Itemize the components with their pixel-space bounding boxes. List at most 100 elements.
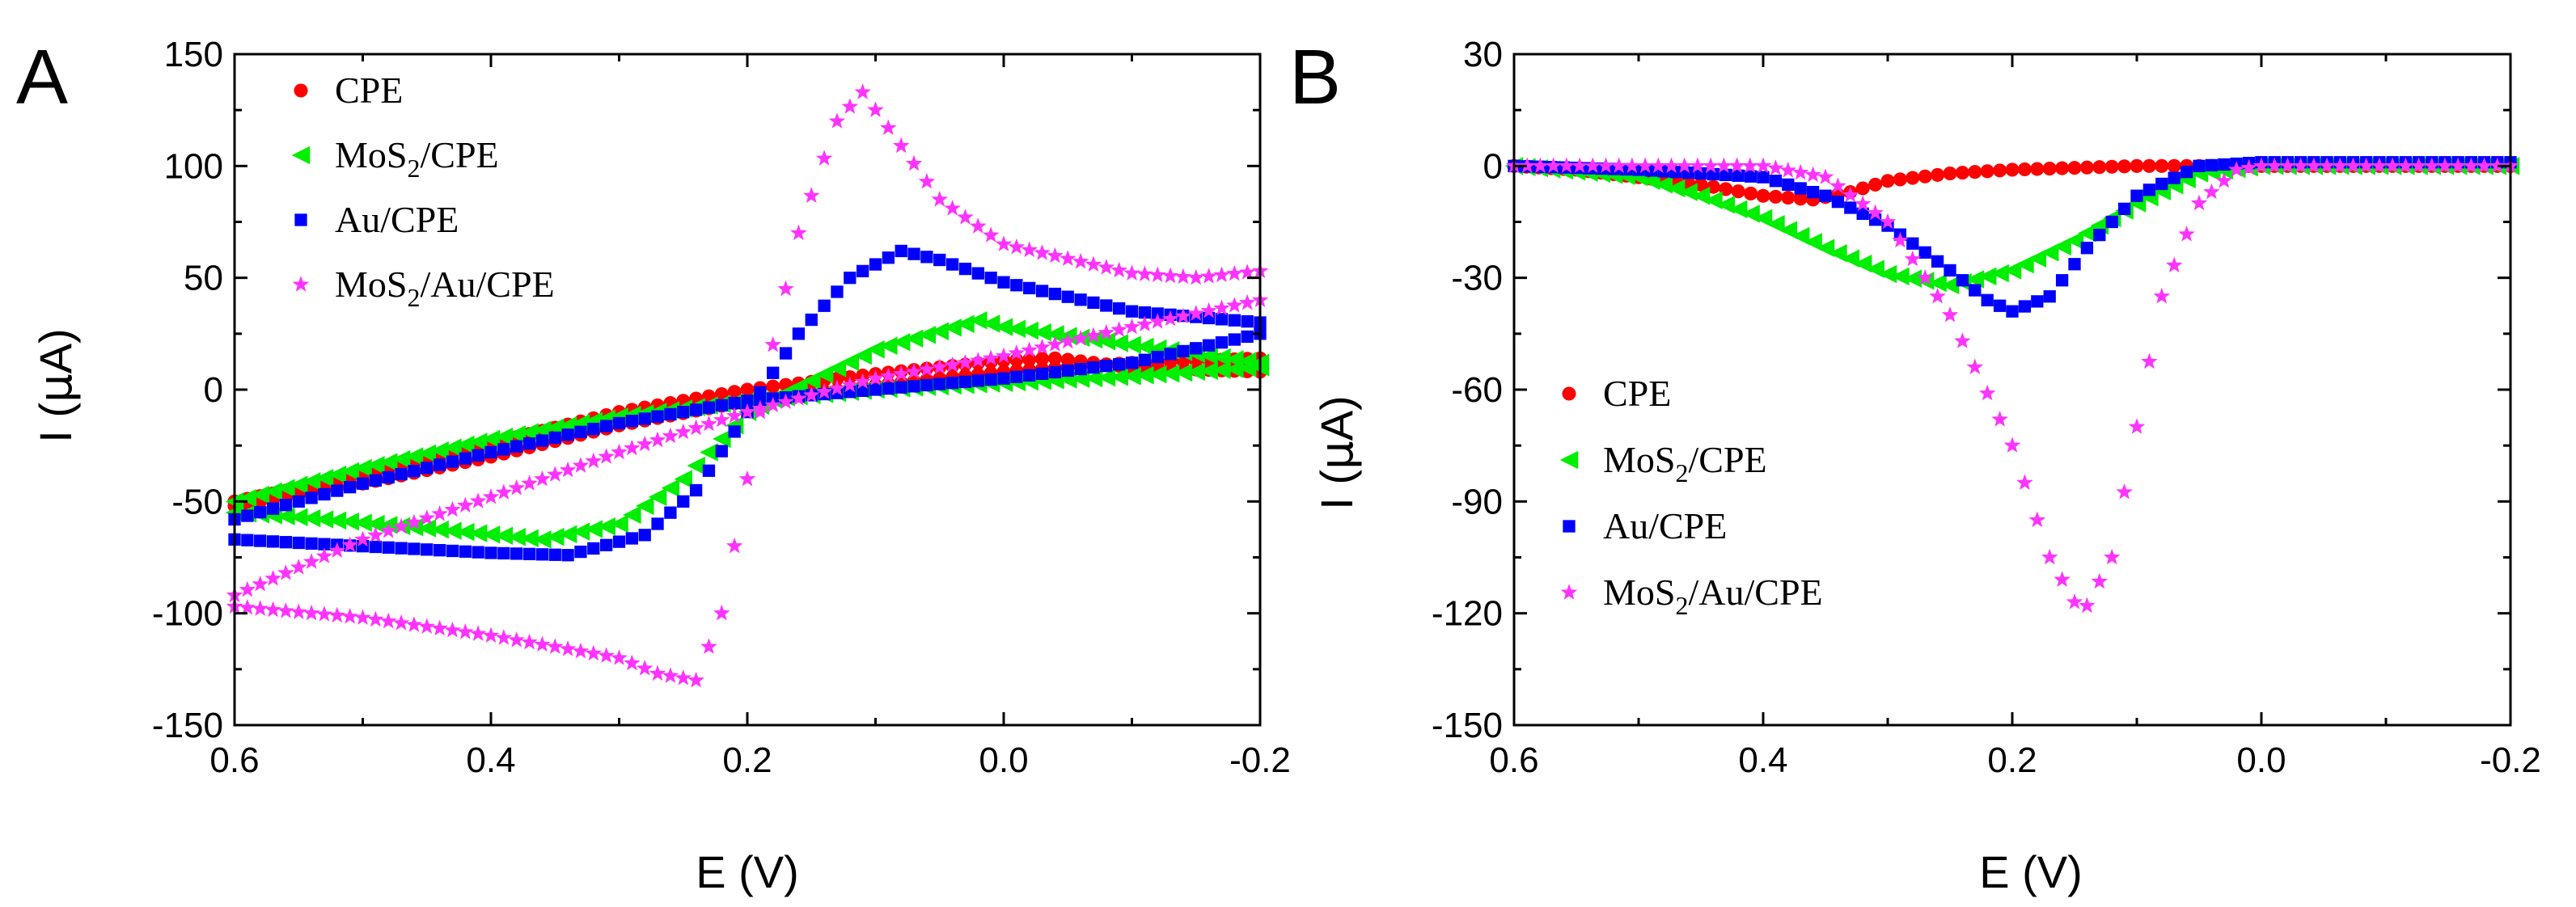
y-axis-title-part: I ( bbox=[1311, 470, 1362, 510]
panel-label: A bbox=[16, 34, 68, 120]
legend-label-part: MoS bbox=[1603, 572, 1675, 613]
data-point bbox=[264, 601, 281, 618]
data-point bbox=[239, 580, 256, 597]
data-point bbox=[241, 509, 254, 522]
data-point bbox=[1008, 344, 1026, 361]
y-tick-label: 50 bbox=[184, 259, 223, 298]
data-point bbox=[2141, 352, 2158, 369]
data-point bbox=[292, 495, 305, 508]
data-point bbox=[2079, 160, 2094, 175]
legend-label-part: MoS bbox=[335, 134, 407, 175]
data-point bbox=[404, 447, 424, 466]
data-point bbox=[585, 452, 603, 469]
data-point bbox=[444, 500, 461, 517]
data-point bbox=[561, 428, 574, 441]
data-point bbox=[1558, 157, 1576, 174]
panel-label: B bbox=[1289, 34, 1341, 120]
data-point bbox=[635, 496, 654, 516]
data-point bbox=[2067, 161, 2082, 175]
data-point bbox=[1654, 175, 1673, 194]
data-point bbox=[522, 437, 536, 450]
data-point bbox=[277, 479, 295, 497]
data-point bbox=[367, 610, 384, 627]
data-point bbox=[290, 559, 307, 575]
data-point bbox=[302, 508, 321, 528]
data-point bbox=[1689, 157, 1707, 174]
data-point bbox=[1891, 267, 1910, 286]
data-point bbox=[2155, 158, 2169, 173]
series-mos2-au-cpe bbox=[226, 83, 1269, 688]
data-point bbox=[1110, 321, 1127, 337]
data-point bbox=[777, 393, 794, 409]
panel-b: B E (V) I (μA) 0.6 0.4 0.2 0.0 -0.2 -150 -120 -… bbox=[1289, 34, 2541, 897]
data-point bbox=[1161, 310, 1179, 327]
data-point bbox=[1022, 352, 1037, 367]
data-point bbox=[828, 112, 846, 129]
data-point bbox=[2345, 157, 2362, 174]
data-point bbox=[1744, 186, 1758, 201]
data-point bbox=[430, 441, 449, 460]
data-point bbox=[1831, 195, 1845, 209]
data-point bbox=[2128, 418, 2146, 434]
data-point bbox=[933, 378, 946, 390]
data-point bbox=[535, 434, 549, 447]
data-point bbox=[494, 427, 514, 446]
data-point bbox=[1931, 255, 1944, 268]
data-point bbox=[574, 425, 587, 438]
data-point bbox=[446, 455, 459, 468]
data-point bbox=[341, 536, 358, 552]
data-point bbox=[1532, 157, 1549, 174]
y-tick-label: 0 bbox=[1483, 146, 1503, 186]
data-point bbox=[2016, 255, 2034, 274]
data-point bbox=[1892, 231, 1909, 248]
data-point bbox=[2215, 172, 2233, 188]
data-point bbox=[738, 470, 756, 487]
data-point bbox=[997, 372, 1010, 385]
x-tick-label: 0.4 bbox=[466, 740, 515, 780]
data-point bbox=[687, 419, 704, 436]
y-tick-label: 0 bbox=[204, 370, 223, 410]
data-point bbox=[1728, 157, 1745, 174]
data-point bbox=[997, 276, 1010, 289]
data-point bbox=[1008, 238, 1026, 255]
data-point bbox=[612, 535, 626, 548]
legend-marker bbox=[1563, 520, 1576, 533]
y-tick-label: 30 bbox=[1463, 35, 1503, 74]
data-point bbox=[341, 512, 359, 531]
data-point bbox=[1034, 244, 1051, 260]
data-point bbox=[2092, 160, 2107, 175]
series-mos2-cpe bbox=[225, 310, 1270, 549]
data-point bbox=[2003, 261, 2022, 280]
data-point bbox=[292, 536, 305, 550]
data-point bbox=[738, 403, 756, 420]
data-point bbox=[1225, 350, 1244, 369]
data-point bbox=[2227, 161, 2245, 177]
data-point bbox=[1918, 169, 1932, 184]
data-point bbox=[958, 262, 972, 276]
data-point bbox=[1123, 367, 1141, 386]
data-point bbox=[1584, 157, 1601, 174]
data-point bbox=[779, 347, 793, 360]
data-point bbox=[611, 443, 628, 460]
data-point bbox=[1968, 165, 1982, 179]
data-point bbox=[548, 431, 561, 445]
x-tick-label: 0.6 bbox=[209, 740, 259, 780]
data-point bbox=[2153, 287, 2171, 304]
data-point bbox=[1136, 337, 1154, 356]
data-point bbox=[1123, 335, 1141, 354]
data-point bbox=[1844, 201, 1857, 214]
data-point bbox=[418, 509, 435, 525]
data-point bbox=[674, 470, 692, 488]
plot-marks bbox=[1504, 156, 2520, 614]
data-point bbox=[994, 318, 1013, 336]
legend-label-part: MoS bbox=[1603, 439, 1675, 480]
legend-label-part: /CPE bbox=[420, 134, 498, 175]
data-point bbox=[535, 548, 549, 561]
data-point bbox=[2028, 249, 2047, 268]
data-point bbox=[675, 669, 692, 686]
data-point bbox=[1148, 266, 1166, 283]
data-point bbox=[702, 401, 716, 414]
data-point bbox=[1177, 344, 1190, 358]
data-point bbox=[382, 470, 395, 484]
data-point bbox=[1212, 348, 1231, 367]
